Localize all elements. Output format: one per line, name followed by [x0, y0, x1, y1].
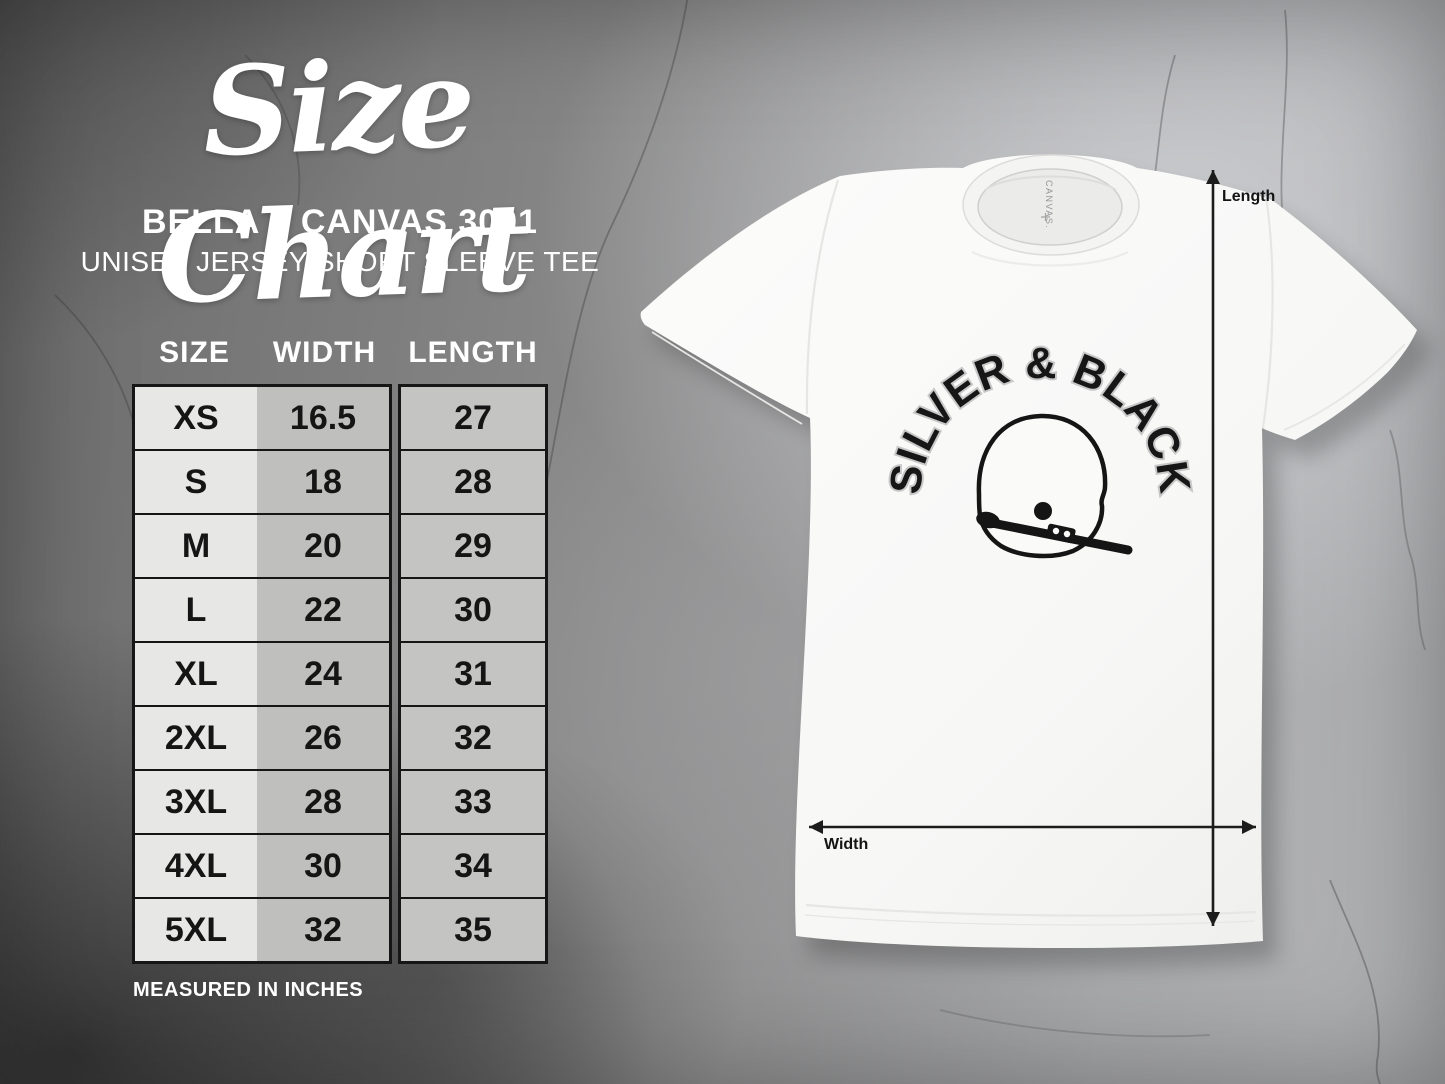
cell-length: 31	[401, 643, 545, 705]
table-row: S 18	[135, 451, 389, 515]
table-row: 30	[401, 579, 545, 643]
cell-length: 33	[401, 771, 545, 833]
cell-size: 3XL	[135, 771, 257, 833]
cell-size: 4XL	[135, 835, 257, 897]
cell-width: 26	[257, 707, 389, 769]
cell-width: 28	[257, 771, 389, 833]
tshirt-collar	[962, 154, 1140, 256]
size-table: XS 16.5 S 18 M 20 L 22 XL 24	[132, 384, 548, 964]
column-header-width: WIDTH	[272, 336, 377, 369]
table-header: SIZE WIDTH LENGTH	[132, 332, 548, 374]
length-arrow: Length	[1206, 170, 1275, 926]
ear-hole	[1034, 502, 1052, 520]
column-header-length: LENGTH	[408, 336, 538, 369]
cell-length: 28	[401, 451, 545, 513]
cell-width: 16.5	[257, 387, 389, 449]
product-name: BELLA + CANVAS 3001	[142, 203, 538, 241]
table-row: 27	[401, 387, 545, 451]
cell-length: 32	[401, 707, 545, 769]
script-title: Size Chart	[154, 30, 531, 332]
width-label: Width	[824, 836, 868, 853]
table-row: 2XL 26	[135, 707, 389, 771]
product-subtitle: UNISEX JERSEY SHORT SLEEVE TEE	[80, 246, 600, 277]
table-row: 3XL 28	[135, 771, 389, 835]
table-row: L 22	[135, 579, 389, 643]
cell-size: 2XL	[135, 707, 257, 769]
cell-size: S	[135, 451, 257, 513]
table-row: 33	[401, 771, 545, 835]
facemask-mount	[1046, 523, 1076, 544]
football-helmet-graphic	[976, 413, 1133, 559]
cell-size: 5XL	[135, 899, 257, 961]
cell-length: 34	[401, 835, 545, 897]
table-row: 35	[401, 899, 545, 961]
cell-size: L	[135, 579, 257, 641]
cell-width: 32	[257, 899, 389, 961]
length-label: Length	[1222, 188, 1275, 205]
cell-length: 27	[401, 387, 545, 449]
cell-size: XL	[135, 643, 257, 705]
mount-rivet	[1052, 527, 1060, 535]
cell-width: 24	[257, 643, 389, 705]
size-width-block: XS 16.5 S 18 M 20 L 22 XL 24	[132, 384, 392, 964]
cell-size: M	[135, 515, 257, 577]
tshirt-seams	[651, 179, 1406, 926]
table-row: 32	[401, 707, 545, 771]
cell-length: 30	[401, 579, 545, 641]
table-row: 5XL 32	[135, 899, 389, 961]
table-row: 29	[401, 515, 545, 579]
table-row: XS 16.5	[135, 387, 389, 451]
cell-width: 18	[257, 451, 389, 513]
measurement-unit-note: MEASURED IN INCHES	[133, 979, 364, 1001]
table-row: 34	[401, 835, 545, 899]
cell-width: 30	[257, 835, 389, 897]
neck-label: CANVAS.	[1044, 180, 1054, 229]
table-row: 31	[401, 643, 545, 707]
cell-width: 22	[257, 579, 389, 641]
table-row: 28	[401, 451, 545, 515]
cell-size: XS	[135, 387, 257, 449]
cell-length: 35	[401, 899, 545, 961]
table-row: M 20	[135, 515, 389, 579]
neck-label-tag: CANVAS.	[1041, 180, 1054, 229]
width-arrow: Width	[809, 820, 1256, 853]
mount-rivet	[1063, 530, 1071, 538]
cell-width: 20	[257, 515, 389, 577]
table-row: 4XL 30	[135, 835, 389, 899]
label-logo-mark	[1041, 213, 1050, 221]
cell-length: 29	[401, 515, 545, 577]
length-block: 27 28 29 30 31 32 33 34 35	[398, 384, 548, 964]
column-header-size: SIZE	[159, 336, 230, 369]
table-row: XL 24	[135, 643, 389, 707]
